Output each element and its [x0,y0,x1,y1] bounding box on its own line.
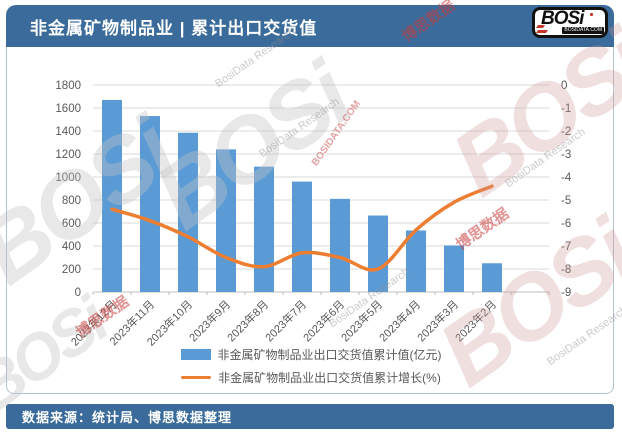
bar [444,245,464,292]
bosi-logo: BOSi BOSIDATA.COM [532,7,608,38]
left-axis-tick-label: 600 [62,218,81,230]
right-axis-tick-label: -3 [561,149,571,161]
legend-item-line: 非金属矿物制品业出口交货值累计增长(%) [181,369,441,386]
right-axis-tick-label: 0 [561,80,567,92]
bar [368,215,388,292]
logo-stripe-icon [535,30,549,33]
footer-banner: 数据来源：统计局、博思数据整理 [6,404,614,429]
left-axis-tick-label: 800 [62,195,81,207]
left-axis-tick-label: 400 [62,241,81,253]
legend-label-line: 非金属矿物制品业出口交货值累计增长(%) [218,371,441,385]
right-axis-tick-label: -7 [561,241,571,253]
left-axis-tick-label: 1200 [55,149,81,161]
bar [216,149,236,292]
bar [178,132,198,292]
right-axis-tick-label: -6 [561,218,571,230]
chart-svg: 1800 0 1600 -1 1400 -2 1200 -3 1000 -4 800 -5 600 -6 4… [55,80,572,349]
bosi-logo-text: BOSi [541,8,584,29]
bosi-logo-domain: BOSIDATA.COM [562,27,604,34]
right-axis-tick-label: -5 [561,195,571,207]
legend-label-bar: 非金属矿物制品业出口交货值累计值(亿元) [217,348,442,362]
left-axis-tick-label: 1600 [55,103,81,115]
chart-legend: 非金属矿物制品业出口交货值累计值(亿元) 非金属矿物制品业出口交货值累计增长(%… [0,346,622,386]
bar [482,263,502,292]
line-series [110,184,494,272]
page-title: 非金属矿物制品业 | 累计出口交货值 [30,18,318,38]
left-axis-tick-label: 1000 [55,172,81,184]
data-source-note: 数据来源：统计局、博思数据整理 [22,410,233,425]
bar [330,198,350,292]
left-axis-tick-label: 200 [62,264,81,276]
legend-item-bar: 非金属矿物制品业出口交货值累计值(亿元) [180,346,442,363]
bar [254,166,274,292]
line-series-swatch-icon [181,376,212,379]
left-axis-tick-label: 1800 [55,80,81,92]
header-banner: 非金属矿物制品业 | 累计出口交货值 [6,5,614,47]
bar-series-swatch-icon [180,349,211,360]
logo-red-dot-icon [590,13,593,16]
left-axis-tick-label: 0 [75,287,81,299]
bar [140,116,160,292]
chart-card: 1800 0 1600 -1 1400 -2 1200 -3 1000 -4 800 -5 600 -6 4… [6,47,614,394]
right-axis-tick-label: -9 [561,287,571,299]
right-axis-tick-label: -4 [561,172,572,184]
x-axis-label: 2023年2月 [452,297,499,344]
left-axis-tick-label: 1400 [55,126,81,138]
bar [292,181,312,292]
bar [406,230,426,292]
bar [102,99,122,292]
right-axis-tick-label: -1 [561,103,571,115]
right-axis-tick-label: -2 [561,126,571,138]
right-axis-tick-label: -8 [561,264,571,276]
